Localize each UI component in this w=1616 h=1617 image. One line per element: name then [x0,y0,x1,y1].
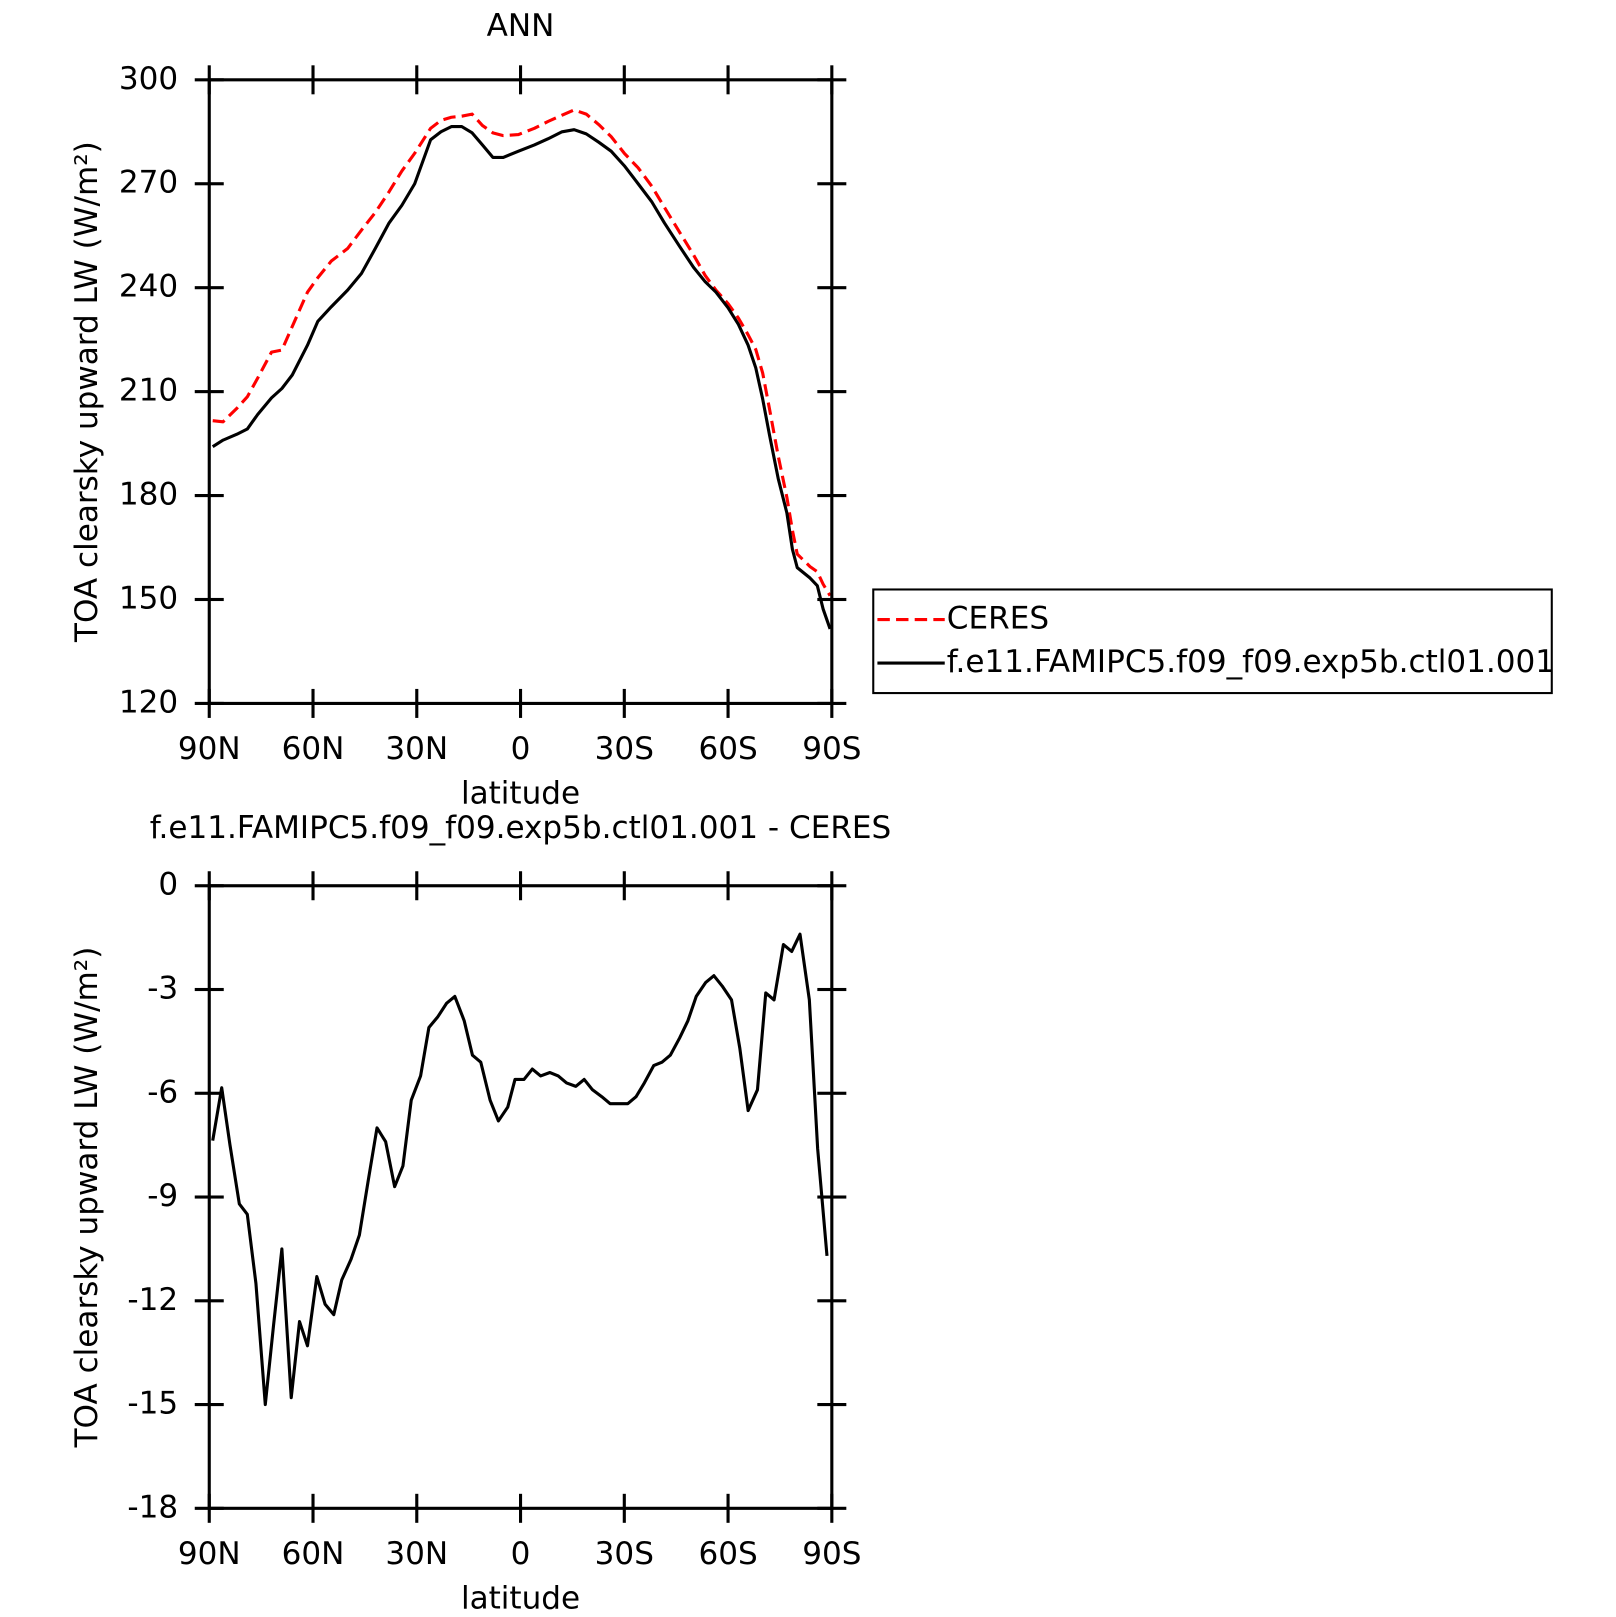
x-tick-label: 60S [698,1536,757,1572]
legend-label: CERES [947,601,1049,637]
y-tick-label: 0 [158,867,178,903]
x-tick-label: 90N [178,731,241,767]
x-tick-label: 0 [511,1536,531,1572]
legend-box [872,588,1553,695]
y-tick-label: 180 [119,477,178,513]
y-tick-label: -15 [127,1386,178,1422]
y-tick-label: -6 [147,1074,178,1110]
y-axis-label: TOA clearsky upward LW (W/m²) [69,141,105,643]
data-line [211,125,832,630]
y-tick-label: 270 [119,165,178,201]
y-tick-label: 300 [119,61,178,97]
legend: CERES f.e11.FAMIPC5.f09_f09.exp5b.ctl01.0… [872,588,1555,695]
x-tick-label: 90S [802,731,861,767]
legend-label: f.e11.FAMIPC5.f09_f09.exp5b.ctl01.001 [947,644,1555,680]
chart-title: f.e11.FAMIPC5.f09_f09.exp5b.ctl01.001 - … [150,810,891,846]
data-line [212,108,832,597]
y-tick-label: 240 [119,269,178,305]
y-tick-label: -18 [127,1489,178,1525]
x-tick-label: 60N [282,731,345,767]
plot-frame [207,78,834,705]
y-tick-label: -9 [147,1178,178,1214]
y-tick-label: 120 [119,684,178,720]
x-tick-label: 60S [698,731,757,767]
x-tick-label: 30N [385,731,448,767]
chart-title: ANN [487,8,555,44]
data-line [211,932,829,1407]
y-tick-label: 150 [119,580,178,616]
y-tick-label: 210 [119,373,178,409]
x-tick-label: 30S [595,731,654,767]
x-tick-label: 90S [802,1536,861,1572]
y-axis-label: TOA clearsky upward LW (W/m²) [69,947,105,1449]
x-tick-label: 0 [511,731,531,767]
y-tick-label: -3 [147,971,178,1007]
y-tick-label: -12 [127,1282,178,1318]
plot-frame [207,884,834,1510]
x-axis-label: latitude [461,776,580,812]
x-tick-label: 30N [385,1536,448,1572]
x-tick-label: 90N [178,1536,241,1572]
x-tick-label: 30S [595,1536,654,1572]
x-tick-label: 60N [282,1536,345,1572]
x-axis-label: latitude [461,1580,580,1613]
